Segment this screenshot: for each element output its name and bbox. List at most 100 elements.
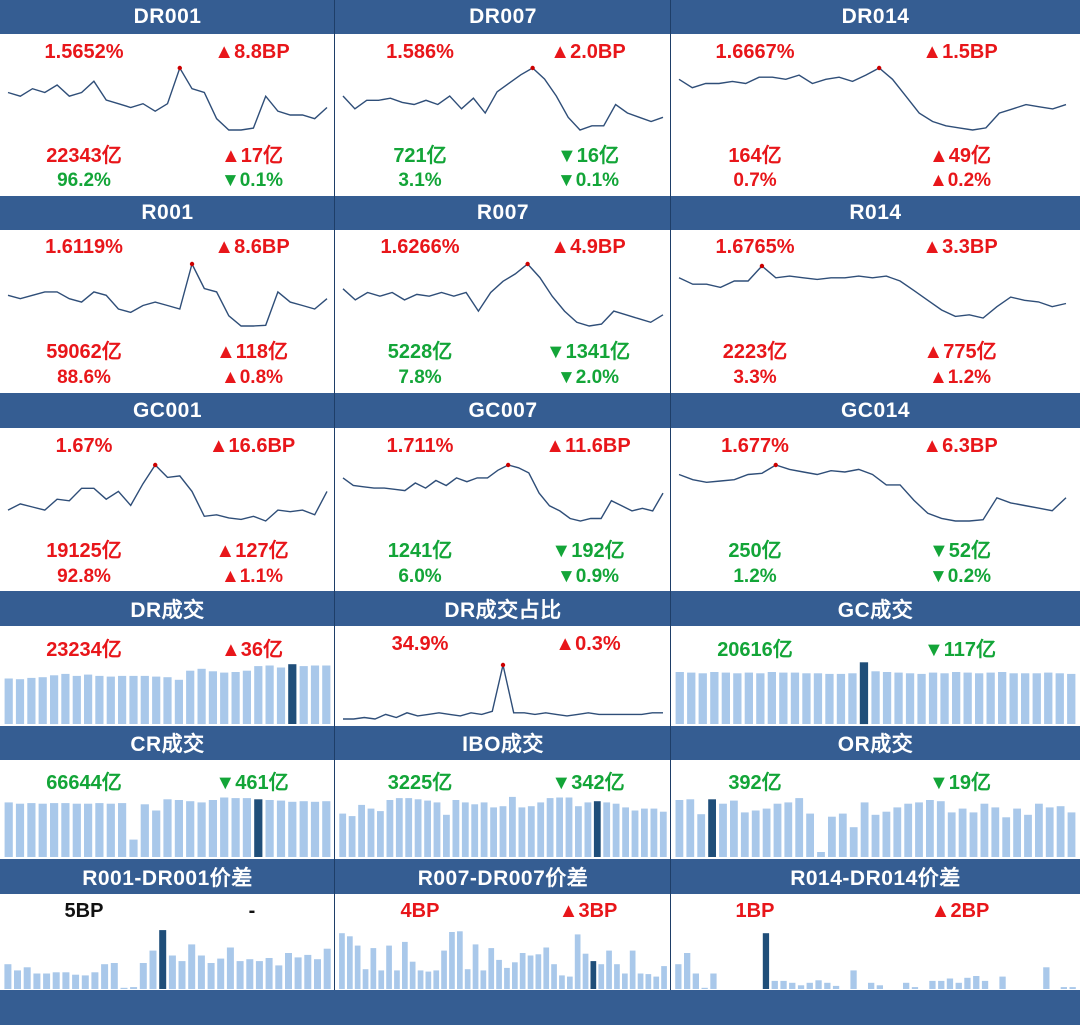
bar bbox=[606, 950, 612, 989]
bar bbox=[871, 814, 880, 857]
bar bbox=[354, 945, 361, 989]
volume-value: 250亿 bbox=[728, 540, 782, 562]
bar bbox=[140, 804, 149, 857]
bar bbox=[947, 812, 956, 857]
rate-sparkline bbox=[342, 462, 664, 522]
volume-change: ▼192亿 bbox=[551, 540, 625, 562]
bp-change: ▲8.8BP bbox=[214, 41, 290, 63]
rate-row-gc: GC001 1.67% ▲16.6BP 19125亿 ▲127亿 92.8% ▲… bbox=[0, 393, 1080, 591]
bar bbox=[584, 802, 592, 857]
bar bbox=[904, 803, 913, 857]
bar bbox=[443, 814, 450, 857]
highlight-bar bbox=[708, 799, 716, 857]
bar bbox=[405, 798, 413, 857]
bar bbox=[701, 987, 708, 989]
series-line bbox=[678, 265, 1067, 319]
bar bbox=[575, 806, 582, 857]
bar bbox=[740, 812, 749, 857]
panel-dr007: DR007 1.586% ▲2.0BP 721亿 ▼16亿 3.1% ▼0.1% bbox=[335, 0, 671, 196]
series-line bbox=[342, 263, 664, 327]
bar bbox=[362, 969, 369, 989]
panel-dr-volume: DR成交 23234亿 ▲36亿 bbox=[0, 591, 335, 726]
volume-change: ▲127亿 bbox=[215, 540, 289, 562]
bar bbox=[441, 950, 447, 989]
bar bbox=[231, 798, 240, 857]
panel-title: IBO成交 bbox=[335, 726, 671, 760]
bar bbox=[197, 668, 206, 725]
panel-r014: R014 1.6765% ▲3.3BP 2223亿 ▲775亿 3.3% ▲1.… bbox=[671, 196, 1080, 393]
bar bbox=[348, 816, 356, 857]
bar bbox=[299, 801, 308, 857]
share-change: ▼0.2% bbox=[928, 566, 992, 587]
bar bbox=[140, 675, 149, 724]
series-line bbox=[342, 464, 664, 522]
bar bbox=[784, 802, 793, 857]
volume-change: ▲118亿 bbox=[215, 341, 289, 363]
bar bbox=[208, 671, 217, 724]
bar bbox=[692, 973, 699, 989]
bar bbox=[929, 980, 936, 989]
bar bbox=[825, 673, 834, 724]
bar bbox=[242, 798, 251, 857]
share-value: 6.0% bbox=[398, 566, 442, 587]
bp-change: ▲16.6BP bbox=[208, 435, 296, 457]
bp-change: ▲1.5BP bbox=[922, 41, 998, 63]
summary-change: ▼19亿 bbox=[928, 772, 992, 794]
bar bbox=[546, 798, 554, 857]
bar bbox=[915, 802, 923, 857]
rate-value: 1.5652% bbox=[44, 41, 124, 63]
bar bbox=[139, 963, 147, 989]
rate-value: 1.586% bbox=[386, 41, 454, 63]
bar bbox=[323, 948, 331, 989]
summary-value: 392亿 bbox=[728, 772, 782, 794]
bar bbox=[567, 976, 573, 989]
panel-dr-volume-share: DR成交占比 34.9% ▲0.3% bbox=[335, 591, 671, 726]
bar bbox=[806, 813, 814, 857]
bp-change: ▲6.3BP bbox=[922, 435, 998, 457]
bar bbox=[367, 808, 375, 857]
bar bbox=[275, 965, 283, 989]
bar bbox=[871, 671, 880, 724]
panel-title: GC007 bbox=[335, 393, 671, 428]
bar bbox=[15, 679, 25, 724]
bar bbox=[527, 806, 535, 857]
share-value: 96.2% bbox=[57, 170, 111, 191]
rate-value: 1.6266% bbox=[380, 236, 460, 258]
bar bbox=[265, 800, 274, 857]
bar bbox=[848, 673, 857, 724]
bar bbox=[95, 675, 104, 724]
series-line bbox=[7, 66, 328, 131]
bar bbox=[236, 961, 244, 989]
bar bbox=[23, 967, 31, 989]
panel-r007: R007 1.6266% ▲4.9BP 5228亿 ▼1341亿 7.8% ▼2… bbox=[335, 196, 671, 393]
bar bbox=[928, 672, 938, 724]
bar bbox=[622, 807, 629, 857]
panel-title: R014 bbox=[671, 196, 1080, 230]
bar bbox=[806, 982, 813, 989]
bar bbox=[81, 975, 89, 989]
bar bbox=[1032, 673, 1041, 724]
bar bbox=[838, 813, 847, 857]
bar bbox=[849, 827, 858, 857]
bar bbox=[106, 676, 115, 724]
bar bbox=[231, 672, 240, 724]
bar bbox=[1002, 817, 1011, 857]
bar bbox=[1056, 806, 1065, 857]
bar bbox=[358, 804, 365, 857]
share-change: ▼0.1% bbox=[220, 170, 284, 191]
bar bbox=[27, 803, 36, 857]
share-change: ▼0.1% bbox=[556, 170, 620, 191]
bar bbox=[322, 801, 331, 857]
bar bbox=[120, 987, 128, 989]
bar bbox=[461, 802, 469, 857]
latest-point-marker bbox=[773, 462, 778, 468]
bar bbox=[394, 970, 400, 989]
bar bbox=[255, 961, 263, 989]
bar bbox=[1067, 673, 1076, 724]
bar bbox=[622, 973, 628, 989]
bp-change: ▲11.6BP bbox=[545, 435, 631, 457]
bar bbox=[802, 673, 811, 724]
bar bbox=[174, 800, 183, 857]
series-line bbox=[342, 67, 664, 131]
bar bbox=[991, 807, 1000, 857]
